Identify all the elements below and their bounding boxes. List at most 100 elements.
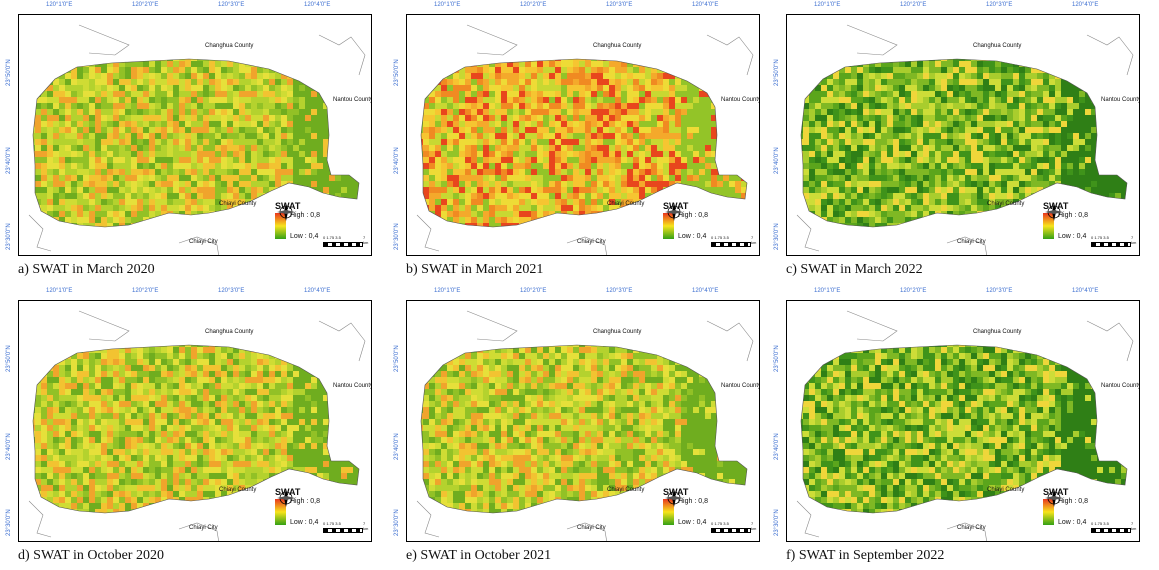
- longitude-label: 120°2'0"E: [132, 288, 159, 294]
- legend-low: Low : 0,4: [678, 233, 707, 240]
- longitude-label: 120°4'0"E: [692, 288, 719, 294]
- panel-caption: e) SWAT in October 2021: [406, 548, 552, 563]
- longitude-label: 120°1'0"E: [814, 2, 841, 8]
- longitude-label: 120°1'0"E: [46, 2, 73, 8]
- color-ramp: [663, 499, 674, 525]
- legend-high: High : 0,8: [290, 212, 320, 219]
- scale-line: [1091, 528, 1131, 533]
- latitude-label: 23°30'0"N: [774, 223, 780, 250]
- place-label-north: Changhua County: [593, 329, 642, 335]
- map-frame: Changhua County Nantou County Chiayi Count…: [18, 14, 372, 256]
- latitude-label: 23°50'0"N: [6, 345, 12, 372]
- latitude-label: 23°30'0"N: [774, 509, 780, 536]
- latitude-label: 23°40'0"N: [6, 433, 12, 460]
- scale-ticks: 0 1.75 3.5: [1091, 521, 1109, 526]
- scale-line: [323, 528, 363, 533]
- longitude-label: 120°3'0"E: [218, 2, 245, 8]
- place-label-city: Chiayi City: [957, 525, 986, 531]
- longitude-label: 120°4'0"E: [1072, 2, 1099, 8]
- panel-caption: a) SWAT in March 2020: [18, 262, 155, 277]
- color-ramp: [275, 213, 286, 239]
- latitude-label: 23°40'0"N: [774, 147, 780, 174]
- legend-high: High : 0,8: [290, 498, 320, 505]
- scale-unit: 7 km: [751, 235, 757, 245]
- scale-line: [711, 242, 751, 247]
- swat-raster-map: [796, 24, 1134, 255]
- longitude-label: 120°3'0"E: [218, 288, 245, 294]
- longitude-label: 120°1'0"E: [46, 288, 73, 294]
- panel-caption: f) SWAT in September 2022: [786, 548, 945, 563]
- longitude-label: 120°2'0"E: [132, 2, 159, 8]
- longitude-label: 120°3'0"E: [606, 288, 633, 294]
- longitude-label: 120°1'0"E: [434, 2, 461, 8]
- latitude-label: 23°40'0"N: [394, 433, 400, 460]
- legend-low: Low : 0,4: [290, 519, 319, 526]
- north-arrow-icon: [277, 203, 295, 221]
- scale-bar: 0 1.75 3.5 7 km: [711, 521, 759, 537]
- place-label-east: Nantou County: [721, 383, 760, 389]
- latitude-label: 23°50'0"N: [774, 59, 780, 86]
- longitude-label: 120°2'0"E: [520, 288, 547, 294]
- latitude-label: 23°30'0"N: [394, 223, 400, 250]
- legend-high: High : 0,8: [1058, 212, 1088, 219]
- legend: SWAT High : 0,8 Low : 0,4 0 1.75 3.5 7 km: [1043, 201, 1139, 255]
- place-label-north: Changhua County: [973, 43, 1022, 49]
- scale-bar: 0 1.75 3.5 7 km: [323, 235, 371, 251]
- color-ramp: [1043, 499, 1054, 525]
- swat-raster-map: [416, 310, 754, 541]
- place-label-north: Changhua County: [205, 329, 254, 335]
- legend: SWAT High : 0,8 Low : 0,4 0 1.75 3.5 7 km: [1043, 487, 1139, 541]
- place-label-east: Nantou County: [1101, 97, 1140, 103]
- latitude-label: 23°40'0"N: [6, 147, 12, 174]
- place-label-south: Chiayi County: [987, 487, 1025, 493]
- legend: SWAT High : 0,8 Low : 0,4 0 1.75 3.5 7 km: [275, 487, 371, 541]
- longitude-label: 120°1'0"E: [434, 288, 461, 294]
- longitude-label: 120°3'0"E: [986, 288, 1013, 294]
- panel-caption: d) SWAT in October 2020: [18, 548, 164, 563]
- scale-bar: 0 1.75 3.5 7 km: [1091, 235, 1139, 251]
- place-label-city: Chiayi City: [189, 525, 218, 531]
- place-label-city: Chiayi City: [957, 239, 986, 245]
- swat-raster-map: [416, 24, 754, 255]
- map-panel: 120°1'0"E 120°2'0"E 120°3'0"E 120°4'0"E Chan…: [394, 286, 762, 570]
- north-arrow-icon: [1045, 489, 1063, 507]
- longitude-label: 120°4'0"E: [304, 288, 331, 294]
- map-panel: 120°1'0"E 120°2'0"E 120°3'0"E 120°4'0"E Chan…: [774, 0, 1142, 284]
- place-label-city: Chiayi City: [577, 239, 606, 245]
- longitude-label: 120°1'0"E: [814, 288, 841, 294]
- scale-unit: 7 km: [363, 521, 369, 531]
- legend-high: High : 0,8: [1058, 498, 1088, 505]
- map-panel: 120°1'0"E 120°2'0"E 120°3'0"E 120°4'0"E Chan…: [6, 286, 374, 570]
- swat-raster-map: [796, 310, 1134, 541]
- longitude-label: 120°2'0"E: [520, 2, 547, 8]
- map-panel: 120°1'0"E 120°2'0"E 120°3'0"E 120°4'0"E Chan…: [6, 0, 374, 284]
- scale-ticks: 0 1.75 3.5: [1091, 235, 1109, 240]
- legend: SWAT High : 0,8 Low : 0,4 0 1.75 3.5 7 km: [663, 487, 759, 541]
- place-label-north: Changhua County: [973, 329, 1022, 335]
- color-ramp: [275, 499, 286, 525]
- legend: SWAT High : 0,8 Low : 0,4 0 1.75 3.5 7 km: [275, 201, 371, 255]
- color-ramp: [663, 213, 674, 239]
- map-panel: 120°1'0"E 120°2'0"E 120°3'0"E 120°4'0"E Chan…: [394, 0, 762, 284]
- latitude-label: 23°50'0"N: [6, 59, 12, 86]
- place-label-south: Chiayi County: [607, 201, 645, 207]
- place-label-south: Chiayi County: [987, 201, 1025, 207]
- north-arrow-icon: [665, 489, 683, 507]
- latitude-label: 23°50'0"N: [774, 345, 780, 372]
- scale-bar: 0 1.75 3.5 7 km: [1091, 521, 1139, 537]
- scale-unit: 7 km: [751, 521, 757, 531]
- map-panel: 120°1'0"E 120°2'0"E 120°3'0"E 120°4'0"E Chan…: [774, 286, 1142, 570]
- place-label-south: Chiayi County: [607, 487, 645, 493]
- scale-unit: 7 km: [1131, 521, 1137, 531]
- place-label-east: Nantou County: [721, 97, 760, 103]
- north-arrow-icon: [277, 489, 295, 507]
- longitude-label: 120°3'0"E: [606, 2, 633, 8]
- north-arrow-icon: [665, 203, 683, 221]
- legend-low: Low : 0,4: [678, 519, 707, 526]
- place-label-east: Nantou County: [1101, 383, 1140, 389]
- legend: SWAT High : 0,8 Low : 0,4 0 1.75 3.5 7 km: [663, 201, 759, 255]
- scale-ticks: 0 1.75 3.5: [711, 521, 729, 526]
- panel-caption: b) SWAT in March 2021: [406, 262, 544, 277]
- place-label-east: Nantou County: [333, 97, 372, 103]
- scale-unit: 7 km: [1131, 235, 1137, 245]
